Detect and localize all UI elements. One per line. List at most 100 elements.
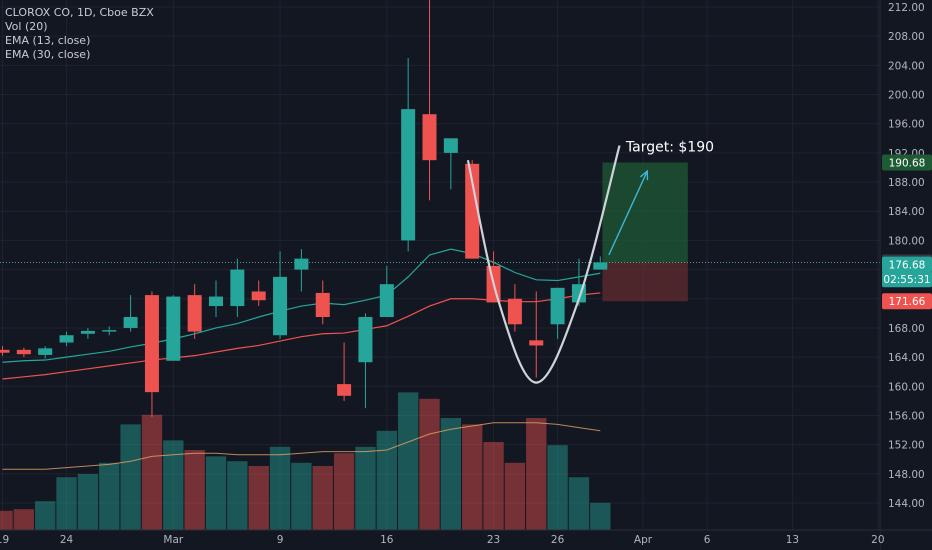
- volume-bar: [77, 474, 99, 530]
- candle-body: [123, 317, 138, 328]
- price-tick-label: 196.00: [888, 119, 925, 131]
- time-axis-bg: [0, 530, 880, 550]
- candle-body: [593, 262, 608, 270]
- volume-bar: [504, 462, 526, 530]
- time-tick-label: 23: [487, 534, 500, 546]
- ema30-line: [2, 292, 601, 380]
- price-label-text: 190.68: [889, 158, 926, 170]
- candle-body: [230, 269, 245, 307]
- candle-body: [465, 163, 480, 259]
- price-label-text: 171.66: [889, 296, 926, 308]
- candle-body: [144, 295, 159, 393]
- price-label-box: [882, 293, 932, 310]
- candle-body: [38, 348, 53, 355]
- candle-body: [273, 276, 288, 336]
- price-tick-label: 168.00: [888, 323, 925, 335]
- candle-body: [251, 291, 266, 301]
- volume-bars: [0, 392, 611, 530]
- time-tick-label: 20: [871, 534, 884, 546]
- volume-bar: [13, 509, 35, 530]
- time-tick-label: 24: [60, 534, 74, 546]
- volume-bar: [440, 418, 462, 530]
- volume-bar: [312, 466, 333, 530]
- legend-symbol[interactable]: CLOROX CO, 1D, Cboe BZX: [5, 6, 154, 19]
- target-zone: [602, 162, 688, 263]
- candle-body: [102, 330, 117, 332]
- drawings: Target: $190: [466, 139, 714, 384]
- legend-ema30[interactable]: EMA (30, close): [5, 48, 91, 61]
- ema-lines: [2, 248, 601, 380]
- candle-body: [80, 330, 95, 334]
- price-tick-label: 208.00: [888, 31, 925, 43]
- price-tick-label: 212.00: [888, 2, 925, 14]
- candle-body: [379, 284, 394, 317]
- target-arrow-head: [639, 169, 649, 181]
- volume-bar: [568, 477, 590, 530]
- volume-ma-line: [2, 422, 601, 470]
- time-tick-label: 9: [277, 534, 284, 546]
- price-tick-label: 164.00: [888, 352, 925, 364]
- candle-body: [209, 296, 223, 307]
- volume-bar: [526, 418, 547, 530]
- time-tick-label: Apr: [634, 534, 653, 546]
- candle-body: [294, 258, 309, 270]
- candle-body: [337, 384, 352, 396]
- ema13-line: [2, 248, 601, 363]
- volume-bar: [205, 456, 227, 530]
- volume-bar: [35, 501, 56, 530]
- price-tick-label: 180.00: [888, 235, 925, 247]
- candle-body: [443, 138, 458, 153]
- price-label-text: 176.68: [889, 260, 926, 272]
- volume-bar: [419, 398, 440, 530]
- price-tick-label: 152.00: [888, 440, 925, 452]
- volume-ma: [2, 422, 601, 470]
- volume-bar: [269, 446, 291, 530]
- target-arrow: [608, 170, 648, 256]
- legend-volume[interactable]: Vol (20): [5, 20, 48, 33]
- candle-body: [0, 349, 10, 353]
- volume-bar: [141, 414, 163, 530]
- volume-bar: [590, 502, 611, 530]
- price-tick-label: 200.00: [888, 90, 925, 102]
- time-tick-label: 26: [551, 534, 565, 546]
- volume-bar: [483, 442, 504, 530]
- price-tick-label: 188.00: [888, 177, 925, 189]
- volume-bar: [355, 446, 376, 530]
- volume-bar: [397, 392, 419, 530]
- long-position-zones: [0, 162, 880, 302]
- volume-bar: [376, 430, 397, 530]
- candle-body: [187, 295, 202, 332]
- candle-body: [358, 317, 373, 363]
- candle-body: [166, 296, 181, 361]
- stop-zone: [602, 262, 688, 302]
- volume-bar: [333, 453, 355, 530]
- cup-curve: [466, 145, 621, 384]
- time-tick-label: 6: [704, 534, 711, 546]
- candle-body: [16, 349, 31, 355]
- candle-body: [507, 298, 522, 325]
- volume-bar: [0, 510, 13, 530]
- volume-bar: [547, 445, 568, 530]
- price-label-box: [882, 256, 932, 273]
- price-tick-label: 144.00: [888, 498, 925, 510]
- candle-body: [422, 114, 437, 161]
- price-tick-label: 184.00: [888, 206, 925, 218]
- price-tick-label: 148.00: [888, 469, 925, 481]
- candles: [0, 0, 608, 417]
- volume-bar: [227, 461, 248, 530]
- legend-ema13[interactable]: EMA (13, close): [5, 34, 91, 47]
- volume-bar: [248, 466, 269, 530]
- volume-bar: [163, 440, 184, 530]
- price-tick-label: 160.00: [888, 381, 925, 393]
- volume-bar: [462, 424, 483, 530]
- legend: CLOROX CO, 1D, Cboe BZX Vol (20) EMA (13…: [5, 6, 154, 62]
- candle-body: [315, 292, 330, 317]
- price-label-box: [882, 271, 932, 288]
- candle-body: [550, 287, 565, 325]
- price-tick-label: 156.00: [888, 410, 925, 422]
- time-tick-label: 16: [380, 534, 394, 546]
- candle-body: [529, 340, 544, 346]
- volume-bar: [291, 462, 312, 530]
